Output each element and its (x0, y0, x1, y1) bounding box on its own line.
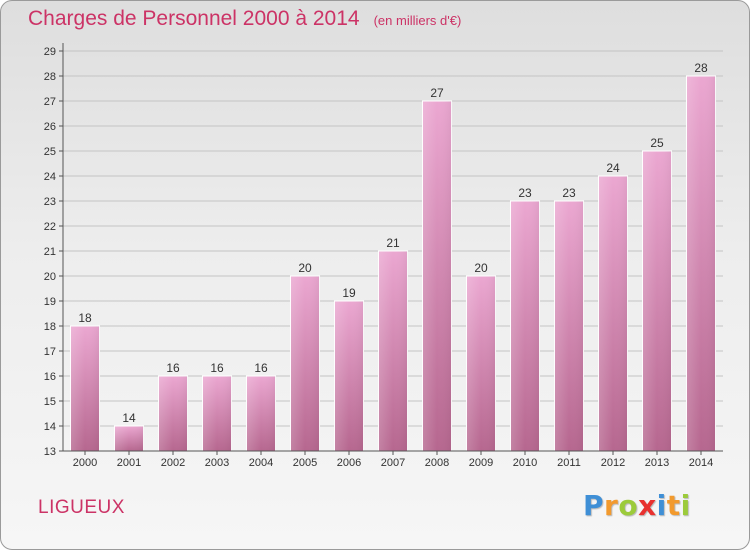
bar-value-label: 25 (650, 136, 664, 150)
x-tick-label: 2002 (161, 457, 185, 469)
chart-subtitle: (en milliers d'€) (373, 13, 462, 28)
bar-value-label: 23 (562, 186, 576, 200)
logo-letter: o (618, 489, 639, 522)
x-tick-label: 2005 (293, 457, 317, 469)
bar-value-label: 28 (694, 61, 708, 75)
y-tick-label: 14 (44, 421, 56, 433)
x-tick-label: 2011 (557, 457, 581, 469)
bar-shine (466, 276, 496, 451)
bar-shine (422, 101, 452, 451)
bars: 18 14 16 16 16 20 19 21 27 20 23 23 24 25 28 (69, 61, 717, 452)
bar-value-label: 21 (386, 236, 400, 250)
bar-value-label: 16 (210, 361, 224, 375)
y-tick-label: 19 (44, 296, 56, 308)
proxiti-logo[interactable]: Proxiti (583, 489, 691, 522)
x-tick-label: 2008 (425, 457, 449, 469)
x-tick-label: 2000 (73, 457, 97, 469)
x-tick-label: 2010 (513, 457, 537, 469)
x-tick-label: 2001 (117, 457, 141, 469)
bar-shine (158, 376, 188, 451)
bar-shine (70, 326, 100, 451)
logo-letter: x (638, 489, 657, 522)
bar-value-label: 20 (474, 261, 488, 275)
y-tick-label: 28 (44, 71, 56, 83)
y-tick-label: 18 (44, 321, 56, 333)
y-tick-label: 24 (44, 171, 56, 183)
x-tick-label: 2007 (381, 457, 405, 469)
bar-value-label: 16 (166, 361, 180, 375)
x-tick-label: 2006 (337, 457, 361, 469)
y-tick-label: 23 (44, 196, 56, 208)
bar-value-label: 27 (430, 86, 444, 100)
logo-letter: i (656, 489, 667, 522)
bar-shine (114, 426, 144, 451)
chart-title-text: Charges de Personnel 2000 à 2014 (28, 7, 360, 30)
bar-shine (686, 76, 716, 451)
bar-shine (642, 151, 672, 451)
commune-name: LIGUEUX (38, 497, 125, 518)
chart-title: Charges de Personnel 2000 à 2014 (en mill… (28, 7, 461, 31)
y-tick-label: 29 (44, 46, 56, 58)
bar-shine (510, 201, 540, 451)
bar-shine (598, 176, 628, 451)
y-tick-label: 15 (44, 396, 56, 408)
bar-value-label: 16 (254, 361, 268, 375)
x-tick-label: 2012 (601, 457, 625, 469)
bar-shine (246, 376, 276, 451)
y-tick-label: 16 (44, 371, 56, 383)
x-tick-label: 2014 (689, 457, 713, 469)
y-tick-label: 13 (44, 446, 56, 458)
x-tick-label: 2009 (469, 457, 493, 469)
x-tick-label: 2013 (645, 457, 669, 469)
bar-value-label: 18 (78, 311, 92, 325)
bar-value-label: 23 (518, 186, 532, 200)
axes: 13 14 15 16 17 18 19 20 21 22 23 24 25 26 27 28 29 2000 20… (44, 43, 723, 469)
logo-letter: i (680, 489, 691, 522)
logo-letter: r (604, 489, 619, 522)
bar-shine (334, 301, 364, 451)
y-tick-label: 22 (44, 221, 56, 233)
x-tick-label: 2003 (205, 457, 229, 469)
bar-value-label: 19 (342, 286, 356, 300)
logo-letter: P (583, 489, 605, 522)
bar-shine (290, 276, 320, 451)
y-tick-label: 17 (44, 346, 56, 358)
y-tick-label: 21 (44, 246, 56, 258)
logo-letter: t (666, 489, 681, 522)
x-tick-label: 2004 (249, 457, 273, 469)
bar-value-label: 14 (122, 411, 136, 425)
y-tick-label: 27 (44, 96, 56, 108)
bar-shine (378, 251, 408, 451)
y-tick-label: 20 (44, 271, 56, 283)
bar-value-label: 24 (606, 161, 620, 175)
bar-value-label: 20 (298, 261, 312, 275)
bar-shine (202, 376, 232, 451)
y-tick-label: 26 (44, 121, 56, 133)
bar-shine (554, 201, 584, 451)
y-tick-label: 25 (44, 146, 56, 158)
